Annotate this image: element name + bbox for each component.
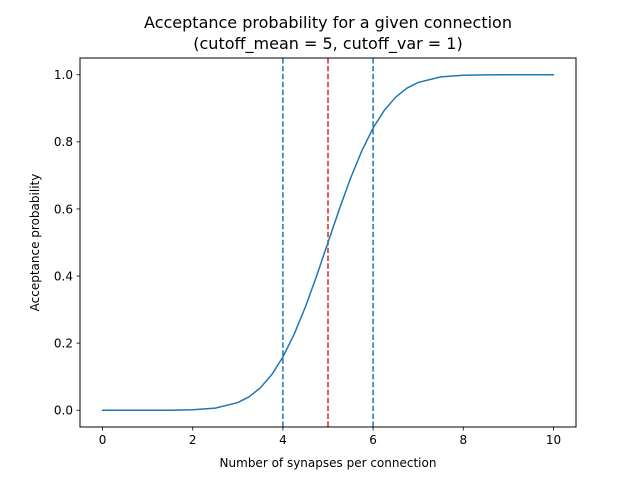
y-tick-label: 0.8: [54, 135, 73, 149]
x-tick-label: 8: [459, 433, 467, 447]
axis-ticks: 0 2 4 6 8 10 0.0 0.2 0.4 0.6 0.8 1.0: [54, 68, 561, 447]
x-tick-label: 6: [369, 433, 377, 447]
y-tick-label: 0.0: [54, 404, 73, 418]
x-tick-label: 2: [189, 433, 197, 447]
x-tick-label: 0: [99, 433, 107, 447]
y-tick-label: 0.4: [54, 269, 73, 283]
y-tick-label: 0.6: [54, 202, 73, 216]
y-tick-label: 1.0: [54, 68, 73, 82]
axes-frame: [79, 57, 577, 428]
x-axis-label: Number of synapses per connection: [220, 456, 437, 470]
y-axis-label: Acceptance probability: [28, 174, 42, 312]
x-tick-label: 4: [279, 433, 287, 447]
series-line-0: [101, 74, 555, 411]
chart-title-line2: (cutoff_mean = 5, cutoff_var = 1): [193, 34, 462, 54]
y-tick-label: 0.2: [54, 336, 73, 350]
chart-title-line1: Acceptance probability for a given conne…: [144, 13, 512, 32]
x-tick-label: 10: [546, 433, 561, 447]
plot-area: [101, 58, 555, 427]
